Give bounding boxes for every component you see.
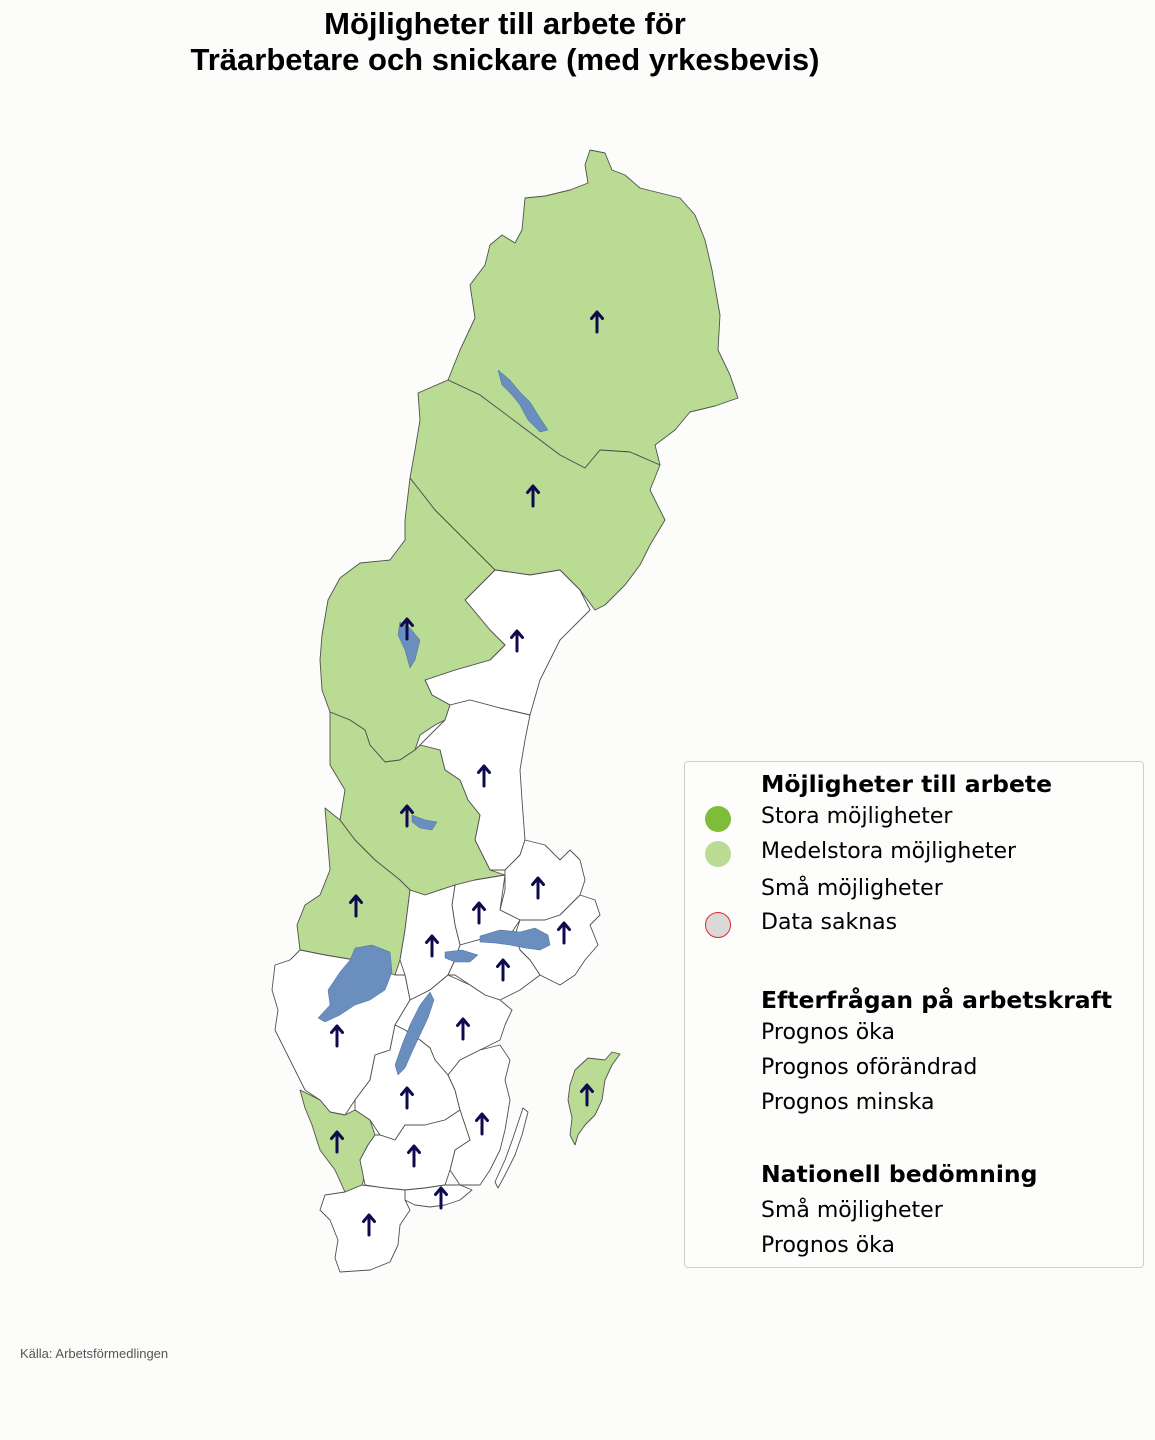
legend-label-national-prognos: Prognos öka — [761, 1233, 896, 1258]
arrow-stockholm — [557, 921, 571, 945]
arrow-dalarna — [400, 804, 414, 828]
region-blekinge[interactable] — [404, 1184, 473, 1208]
legend-label-medelstora: Medelstora möjligheter — [761, 839, 1017, 864]
legend: Möjligheter till arbete Stora möjlighete… — [684, 761, 1144, 1268]
lake-siljan — [411, 814, 438, 831]
legend-label-stora: Stora möjligheter — [761, 804, 953, 829]
source-note: Källa: Arbetsförmedlingen — [20, 1346, 169, 1361]
lake-storsjon — [397, 621, 421, 669]
legend-title-nationell: Nationell bedömning — [761, 1160, 1038, 1188]
arrow-vastra-gotaland — [330, 1024, 344, 1048]
arrow-kronoberg — [407, 1144, 421, 1168]
lake-vanern — [317, 944, 393, 1023]
lake-lule-lakes — [497, 369, 549, 433]
arrow-vastmanland — [472, 901, 486, 925]
legend-label-oforandrad: Prognos oförändrad — [761, 1055, 978, 1080]
legend-label-oka: Prognos öka — [761, 1020, 896, 1045]
legend-label-sma: Små möjligheter — [761, 876, 943, 901]
region-stockholm[interactable] — [514, 894, 601, 986]
arrow-jonkoping — [400, 1086, 414, 1110]
arrow-kalmar — [475, 1112, 489, 1136]
island-oland — [494, 1107, 529, 1189]
arrow-jamtland — [400, 617, 414, 641]
arrow-varmland — [349, 894, 363, 918]
legend-swatch-data-saknas — [705, 912, 731, 938]
arrow-gotland — [580, 1083, 594, 1107]
arrow-sodermanland — [496, 958, 510, 982]
lake-vattern — [394, 991, 435, 1076]
arrow-vasternorrland — [510, 629, 524, 653]
legend-label-minska: Prognos minska — [761, 1090, 935, 1115]
legend-swatch-stora — [705, 806, 731, 832]
legend-swatch-medelstora — [705, 841, 731, 867]
arrow-vasterbotten — [526, 484, 540, 508]
arrow-norrbotten — [590, 310, 604, 334]
title-line-2: Träarbetare och snickare (med yrkesbevis… — [190, 42, 820, 77]
region-gotland[interactable] — [567, 1051, 621, 1146]
arrow-orebro — [425, 934, 439, 958]
legend-label-national-category: Små möjligheter — [761, 1198, 943, 1223]
arrow-uppsala — [531, 876, 545, 900]
arrow-ostergotland — [456, 1017, 470, 1041]
map-title: Möjligheter till arbete för Träarbetare … — [0, 6, 1010, 78]
lake-hjalmaren — [444, 949, 479, 963]
legend-title-mojligheter: Möjligheter till arbete — [761, 770, 1053, 798]
region-skane[interactable] — [319, 1184, 411, 1273]
arrow-skane — [362, 1213, 376, 1237]
arrow-blekinge — [434, 1186, 448, 1210]
legend-label-data-saknas: Data saknas — [761, 910, 898, 935]
arrow-halland — [330, 1130, 344, 1154]
lake-malaren — [479, 927, 551, 951]
title-line-1: Möjligheter till arbete för — [324, 6, 686, 41]
legend-title-efterfragan: Efterfrågan på arbetskraft — [761, 986, 1113, 1014]
arrow-gavleborg — [477, 764, 491, 788]
